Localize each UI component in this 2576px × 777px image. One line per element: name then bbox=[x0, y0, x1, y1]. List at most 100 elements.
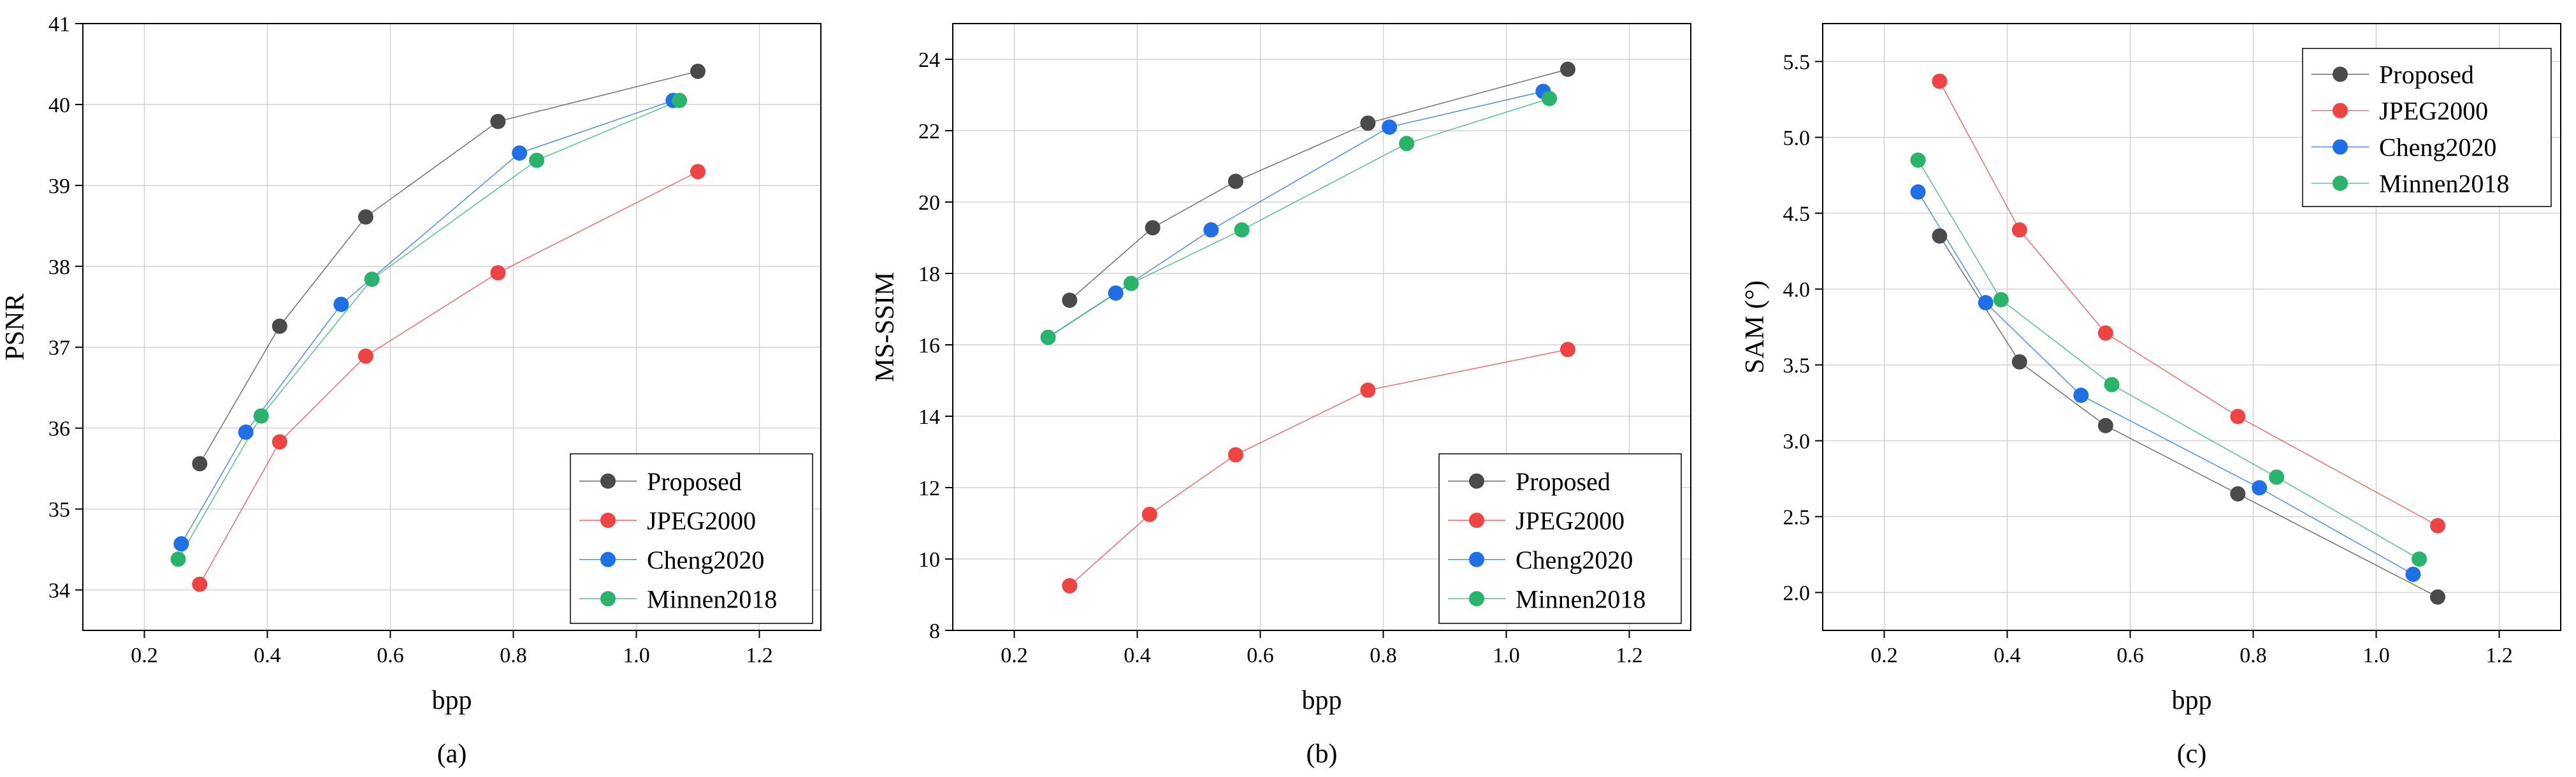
x-tick-label: 0.6 bbox=[377, 644, 404, 667]
y-tick-label: 35 bbox=[48, 498, 70, 522]
data-point-cheng2020 bbox=[238, 425, 254, 440]
panel-caption: (a) bbox=[437, 739, 467, 769]
y-tick-label: 24 bbox=[918, 48, 940, 72]
y-tick-label: 39 bbox=[48, 175, 70, 198]
x-tick-label: 0.4 bbox=[1124, 644, 1151, 667]
y-tick-label: 22 bbox=[918, 120, 940, 143]
y-tick-label: 2.5 bbox=[1783, 506, 1811, 530]
data-point-jpeg2000 bbox=[1360, 382, 1376, 398]
legend-marker-minnen2018 bbox=[2333, 175, 2348, 191]
x-tick-label: 0.8 bbox=[1370, 644, 1397, 667]
y-tick-label: 14 bbox=[918, 405, 940, 429]
legend-marker-jpeg2000 bbox=[1469, 512, 1484, 528]
y-tick-label: 5.5 bbox=[1783, 51, 1811, 75]
data-point-minnen2018 bbox=[364, 272, 380, 287]
x-axis-title: bpp bbox=[2172, 686, 2212, 715]
legend-label-proposed: Proposed bbox=[647, 467, 742, 496]
data-point-minnen2018 bbox=[1399, 136, 1415, 152]
legend-label-jpeg2000: JPEG2000 bbox=[1516, 506, 1624, 535]
x-tick-label: 0.4 bbox=[1994, 644, 2021, 667]
data-point-proposed bbox=[1227, 173, 1243, 189]
data-point-jpeg2000 bbox=[1141, 507, 1157, 522]
data-point-minnen2018 bbox=[529, 152, 545, 168]
data-point-jpeg2000 bbox=[2097, 325, 2113, 341]
data-point-minnen2018 bbox=[2104, 377, 2120, 393]
axes-frame bbox=[82, 23, 821, 631]
data-point-proposed bbox=[2097, 418, 2113, 433]
data-point-proposed bbox=[2230, 486, 2246, 502]
data-point-jpeg2000 bbox=[271, 434, 287, 450]
data-point-cheng2020 bbox=[1382, 119, 1398, 135]
data-point-minnen2018 bbox=[1993, 292, 2009, 308]
y-tick-label: 34 bbox=[48, 579, 70, 603]
legend-label-minnen2018: Minnen2018 bbox=[1516, 585, 1646, 613]
legend-label-proposed: Proposed bbox=[2379, 61, 2474, 89]
data-point-proposed bbox=[358, 209, 373, 225]
y-tick-label: 12 bbox=[918, 477, 940, 500]
data-point-cheng2020 bbox=[173, 536, 189, 552]
data-point-cheng2020 bbox=[2252, 480, 2268, 496]
x-tick-label: 0.8 bbox=[2240, 644, 2267, 667]
data-point-proposed bbox=[690, 63, 706, 79]
y-tick-label: 3.5 bbox=[1783, 354, 1811, 378]
x-axis-title: bpp bbox=[1302, 686, 1342, 715]
chart-panel-b: 0.2 0.4 0.6 0.8 1.0 1.2 8 10 12 14 16 18 20 22 24 bpp MS… bbox=[871, 23, 1691, 769]
y-tick-label: 4.5 bbox=[1783, 203, 1811, 226]
panel-caption: (b) bbox=[1306, 739, 1338, 769]
legend-marker-cheng2020 bbox=[2333, 139, 2348, 155]
y-tick-label: 41 bbox=[48, 13, 70, 36]
data-point-jpeg2000 bbox=[490, 265, 506, 280]
y-axis-title: MS-SSIM bbox=[871, 272, 900, 382]
legend-label-proposed: Proposed bbox=[1516, 467, 1610, 496]
data-point-proposed bbox=[271, 318, 287, 334]
data-point-proposed bbox=[1360, 115, 1376, 131]
x-tick-label: 0.6 bbox=[2117, 644, 2144, 667]
data-point-cheng2020 bbox=[1910, 184, 1926, 200]
y-tick-label: 18 bbox=[918, 263, 940, 286]
axes-frame bbox=[952, 23, 1691, 631]
data-point-jpeg2000 bbox=[2011, 222, 2027, 238]
x-tick-label: 0.6 bbox=[1247, 644, 1274, 667]
data-point-minnen2018 bbox=[170, 551, 186, 567]
data-point-proposed bbox=[490, 113, 506, 129]
legend-marker-cheng2020 bbox=[1469, 551, 1484, 567]
data-point-jpeg2000 bbox=[358, 348, 373, 364]
data-point-jpeg2000 bbox=[1560, 342, 1575, 358]
y-tick-label: 10 bbox=[918, 548, 940, 572]
data-point-cheng2020 bbox=[2405, 566, 2421, 582]
legend-label-cheng2020: Cheng2020 bbox=[647, 546, 764, 574]
legend-label-jpeg2000: JPEG2000 bbox=[2379, 97, 2488, 126]
data-point-jpeg2000 bbox=[1062, 578, 1078, 593]
x-tick-label: 1.2 bbox=[746, 644, 773, 667]
x-tick-label: 1.2 bbox=[2486, 644, 2513, 667]
data-point-jpeg2000 bbox=[2230, 409, 2246, 425]
y-axis-title: SAM (°) bbox=[1740, 280, 1770, 374]
legend-marker-minnen2018 bbox=[1469, 591, 1484, 607]
axes-frame bbox=[1822, 23, 2561, 631]
legend-marker-cheng2020 bbox=[600, 551, 616, 567]
legend-marker-jpeg2000 bbox=[2333, 103, 2348, 119]
data-point-minnen2018 bbox=[253, 408, 269, 424]
legend: Proposed JPEG2000 Cheng2020 Minnen2018 bbox=[1438, 453, 1682, 624]
legend-label-cheng2020: Cheng2020 bbox=[2379, 133, 2496, 162]
data-point-minnen2018 bbox=[1542, 91, 1558, 106]
x-tick-label: 1.0 bbox=[1493, 644, 1520, 667]
chart-panel-a: 0.2 0.4 0.6 0.8 1.0 1.2 34 35 36 37 38 39 40 41 bpp PSN… bbox=[1, 13, 821, 769]
legend-marker-jpeg2000 bbox=[600, 512, 616, 528]
x-tick-label: 1.0 bbox=[623, 644, 650, 667]
y-tick-label: 8 bbox=[929, 620, 940, 643]
data-point-jpeg2000 bbox=[1227, 447, 1243, 463]
y-axis-title: PSNR bbox=[1, 293, 30, 360]
legend-marker-minnen2018 bbox=[600, 591, 616, 607]
x-tick-label: 0.2 bbox=[1870, 644, 1898, 667]
y-tick-label: 37 bbox=[48, 337, 70, 360]
data-point-minnen2018 bbox=[1910, 152, 1926, 168]
data-point-cheng2020 bbox=[2073, 388, 2089, 403]
legend-marker-proposed bbox=[600, 473, 616, 489]
y-tick-label: 40 bbox=[48, 94, 70, 117]
data-point-proposed bbox=[192, 456, 208, 472]
y-tick-label: 3.0 bbox=[1783, 430, 1811, 454]
data-point-cheng2020 bbox=[333, 296, 349, 312]
y-tick-label: 2.0 bbox=[1783, 582, 1811, 606]
